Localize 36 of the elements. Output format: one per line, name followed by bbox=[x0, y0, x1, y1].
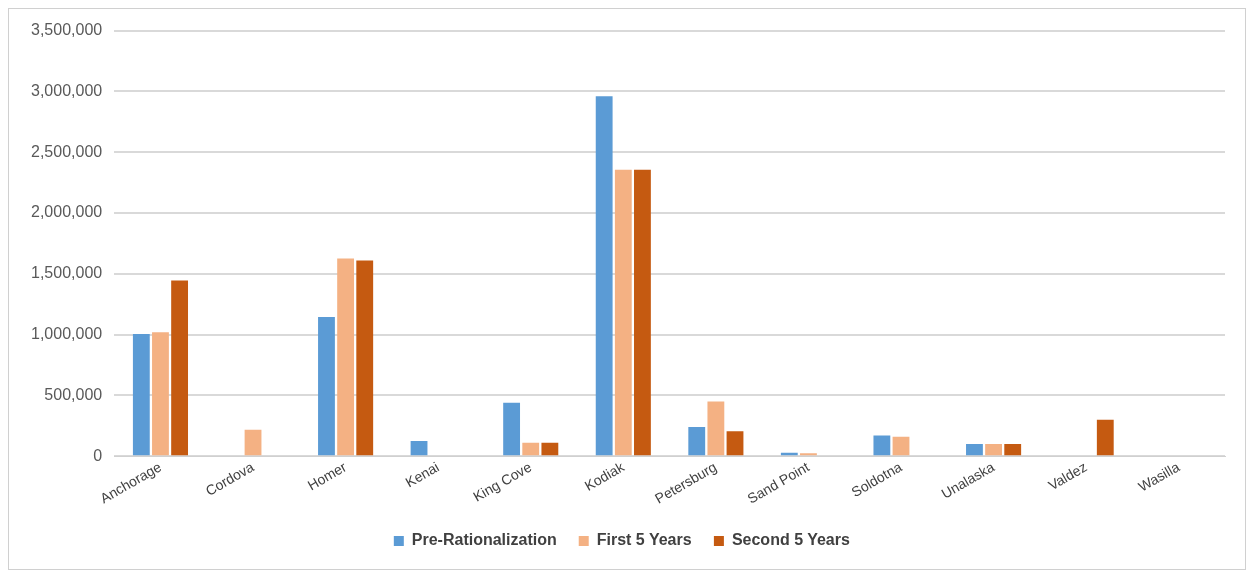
bar bbox=[985, 444, 1002, 456]
bar bbox=[503, 402, 521, 456]
bar bbox=[244, 429, 262, 456]
y-tick-label: 0 bbox=[93, 446, 103, 464]
bar bbox=[892, 436, 910, 456]
y-tick-label: 2,000,000 bbox=[30, 203, 103, 221]
bar bbox=[1096, 419, 1114, 456]
bar bbox=[707, 401, 725, 456]
bar bbox=[337, 258, 355, 456]
bar bbox=[966, 444, 983, 456]
bar bbox=[171, 280, 189, 456]
bar bbox=[356, 260, 374, 456]
bar bbox=[1004, 444, 1022, 456]
y-tick-label: 1,000,000 bbox=[30, 325, 103, 343]
x-tick-label: King Cove bbox=[470, 458, 535, 505]
bar bbox=[152, 332, 169, 456]
legend-label: Pre-Rationalization bbox=[411, 531, 557, 549]
bar bbox=[614, 169, 632, 456]
legend-label: Second 5 Years bbox=[731, 531, 850, 549]
y-tick-label: 3,500,000 bbox=[30, 21, 103, 39]
bar bbox=[522, 442, 540, 456]
bar bbox=[541, 442, 559, 456]
bar bbox=[132, 333, 150, 456]
y-tick-label: 2,500,000 bbox=[30, 142, 103, 160]
y-tick-label: 1,500,000 bbox=[30, 264, 103, 282]
y-tick-label: 3,000,000 bbox=[30, 81, 103, 99]
bar bbox=[318, 316, 335, 456]
bar bbox=[800, 453, 817, 456]
bar bbox=[634, 169, 651, 456]
bar bbox=[595, 96, 613, 456]
bar bbox=[688, 427, 706, 456]
y-tick-label: 500,000 bbox=[44, 385, 103, 403]
bar bbox=[726, 431, 744, 456]
bar bbox=[410, 441, 428, 456]
bar bbox=[873, 435, 891, 456]
legend-label: First 5 Years bbox=[596, 531, 692, 549]
